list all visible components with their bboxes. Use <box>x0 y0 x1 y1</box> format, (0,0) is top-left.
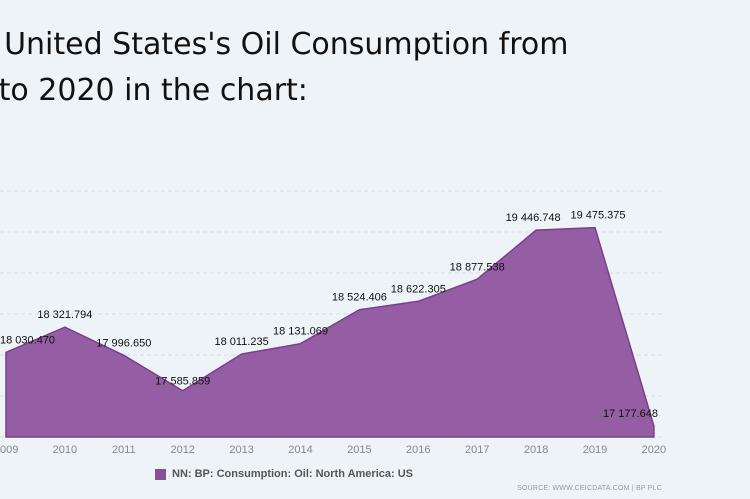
legend-label: NN: BP: Consumption: Oil: North America:… <box>172 468 413 480</box>
x-tick-label: 2018 <box>524 444 548 456</box>
legend[interactable]: NN: BP: Consumption: Oil: North America:… <box>155 468 413 480</box>
data-label: 19 446.748 <box>506 212 561 224</box>
x-tick-label: 2014 <box>288 444 312 456</box>
data-label: 18 321.794 <box>37 309 92 321</box>
data-labels: 18 030.470 18 321.794 17 996.650 17 585.859… <box>0 210 658 420</box>
x-tick-label: 2017 <box>465 444 489 456</box>
page-title: w United States's Oil Consumption from 5… <box>0 27 569 108</box>
x-tick-label: 2019 <box>583 444 607 456</box>
data-label: 18 131.069 <box>273 326 328 338</box>
x-tick-label: 2015 <box>347 444 371 456</box>
x-tick-label: 2011 <box>112 444 136 456</box>
data-label: 18 030.470 <box>0 334 55 346</box>
data-label: 17 996.650 <box>96 337 151 349</box>
x-tick-label: 2010 <box>53 444 77 456</box>
x-tick-label: 2013 <box>229 444 253 456</box>
data-label: 18 524.406 <box>332 292 387 304</box>
x-tick-label: 2012 <box>170 444 194 456</box>
x-tick-label: 009 <box>0 444 18 456</box>
x-tick-label: 2020 <box>642 444 666 456</box>
data-label: 17 585.859 <box>155 376 210 388</box>
x-tick-label: 2016 <box>406 444 430 456</box>
data-label: 18 622.305 <box>391 283 446 295</box>
data-label: 19 475.375 <box>570 210 625 222</box>
data-label: 18 877.538 <box>450 261 505 273</box>
series-area <box>5 226 655 438</box>
source-note: SOURCE: WWW.CEICDATA.COM | BP PLC <box>517 485 662 492</box>
data-label: 18 011.235 <box>214 336 268 348</box>
data-label: 17 177.648 <box>603 408 658 420</box>
x-axis-ticks: 009 2010 2011 2012 2013 2014 2015 2016 2017 2018 2… <box>0 444 666 456</box>
legend-swatch <box>155 468 166 480</box>
